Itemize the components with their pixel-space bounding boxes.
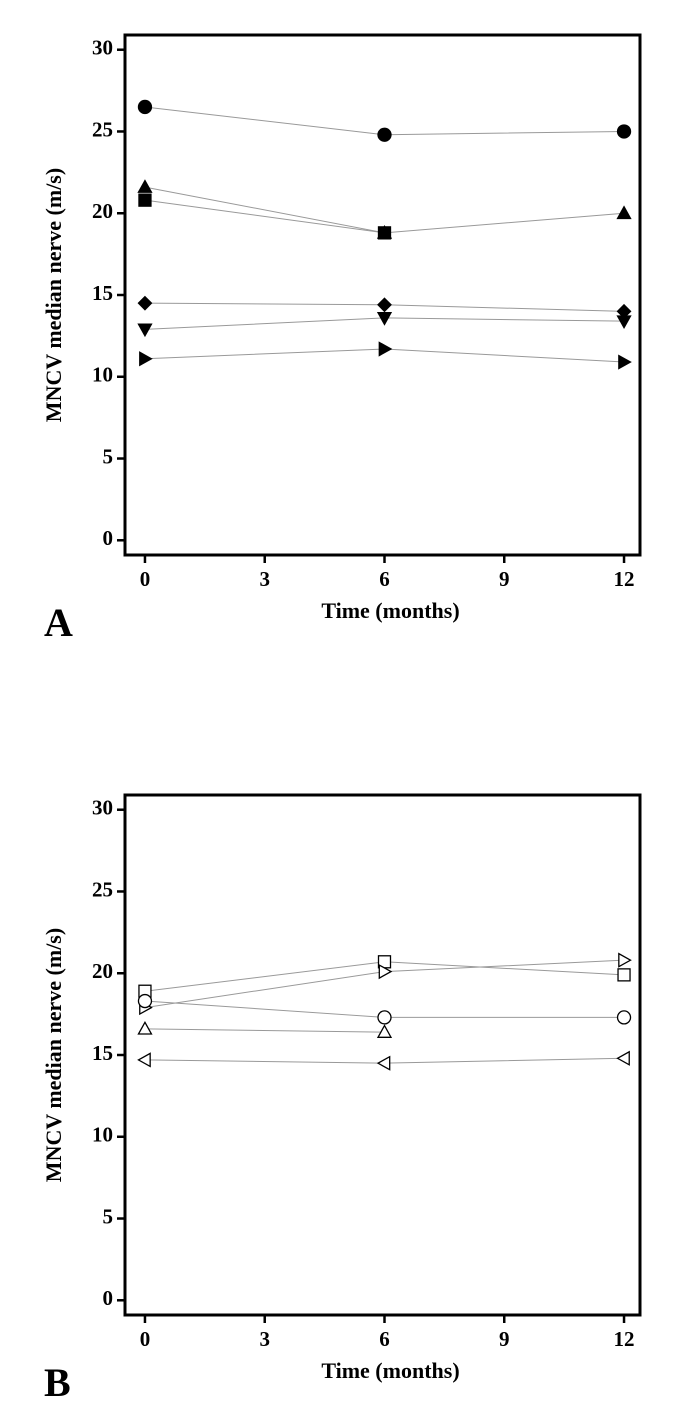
y-tick-label: 0 xyxy=(103,1286,114,1310)
y-tick-label: 20 xyxy=(92,959,113,983)
y-axis-label: MNCV median nerve (m/s) xyxy=(41,928,66,1182)
marker xyxy=(376,312,393,326)
y-tick-label: 30 xyxy=(92,796,113,820)
x-tick-label: 9 xyxy=(499,1327,510,1351)
x-tick-label: 6 xyxy=(379,567,390,591)
y-axis-label: MNCV median nerve (m/s) xyxy=(41,168,66,422)
marker xyxy=(617,968,631,982)
plot-frame xyxy=(123,33,642,557)
plot-frame xyxy=(123,793,642,1317)
y-tick-label: 25 xyxy=(92,877,113,901)
x-axis-label: Time (months) xyxy=(321,598,459,623)
x-tick-label: 0 xyxy=(140,567,151,591)
marker xyxy=(376,1055,391,1071)
x-tick-label: 3 xyxy=(259,567,270,591)
x-tick-label: 9 xyxy=(499,567,510,591)
panel: 0 5 10 15 20 25 30 0 3 6 9 12 Time (months) MNCV medi… xyxy=(41,793,642,1405)
y-tick-label: 5 xyxy=(103,444,114,468)
marker xyxy=(137,179,153,193)
series-line xyxy=(144,199,385,234)
marker xyxy=(137,1020,153,1035)
marker xyxy=(377,127,392,142)
marker xyxy=(377,297,392,313)
marker xyxy=(377,226,392,240)
y-tick-label: 25 xyxy=(92,117,113,141)
y-tick-label: 0 xyxy=(103,526,114,550)
x-axis-label: Time (months) xyxy=(321,1358,459,1383)
x-tick-label: 0 xyxy=(140,1327,151,1351)
marker xyxy=(137,1052,151,1068)
panel: 0 5 10 15 20 25 30 0 3 6 9 12 Time (months) MNCV medi… xyxy=(41,33,642,645)
x-tick-label: 12 xyxy=(614,1327,635,1351)
marker xyxy=(616,315,632,330)
marker xyxy=(378,341,393,357)
x-tick-label: 3 xyxy=(259,1327,270,1351)
y-tick-label: 15 xyxy=(92,1041,113,1065)
series-line xyxy=(144,1028,385,1033)
marker xyxy=(616,1010,632,1025)
marker xyxy=(378,963,393,980)
marker xyxy=(137,323,153,338)
marker xyxy=(618,952,632,968)
panel-label: A xyxy=(44,600,73,645)
marker xyxy=(376,1024,393,1038)
marker xyxy=(616,124,632,139)
marker xyxy=(618,354,632,370)
y-tick-label: 15 xyxy=(92,281,113,305)
marker xyxy=(137,993,153,1009)
marker xyxy=(137,99,153,115)
x-tick-label: 6 xyxy=(379,1327,390,1351)
panel-label: B xyxy=(44,1360,71,1405)
y-tick-label: 10 xyxy=(92,363,113,387)
x-tick-label: 12 xyxy=(614,567,635,591)
marker xyxy=(377,1010,392,1025)
y-tick-label: 30 xyxy=(92,36,113,60)
y-tick-label: 20 xyxy=(92,199,113,223)
marker xyxy=(138,193,152,207)
marker xyxy=(137,295,153,311)
marker xyxy=(139,351,153,367)
marker xyxy=(616,1050,630,1066)
marker xyxy=(616,205,632,220)
y-tick-label: 10 xyxy=(92,1123,113,1147)
y-tick-label: 5 xyxy=(103,1204,114,1228)
